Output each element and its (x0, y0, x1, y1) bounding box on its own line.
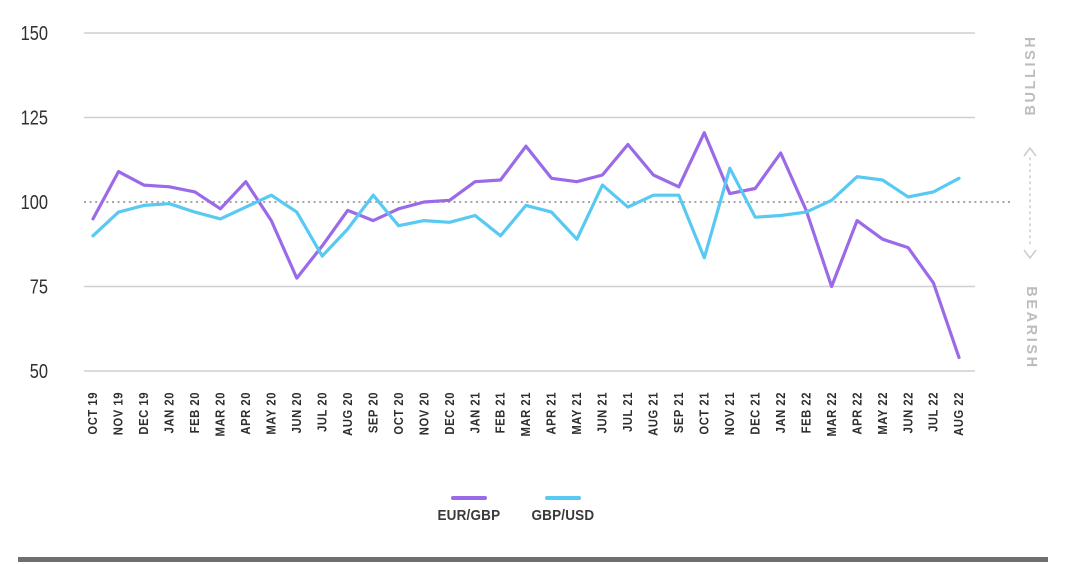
y-axis-tick-labels: 150 125 100 75 50 (21, 21, 48, 382)
x-tick-label-apr-21: APR 21 (544, 392, 559, 435)
x-tick-label-jan-20: JAN 20 (162, 392, 177, 433)
x-tick-label-jul-20: JUL 20 (315, 392, 330, 432)
x-tick-label-nov-20: NOV 20 (417, 392, 432, 435)
legend-item-gbpusd: GBP/USD (528, 496, 598, 524)
x-tick-label-oct-21: OCT 21 (697, 392, 712, 435)
x-tick-label-jun-22: JUN 22 (901, 392, 916, 433)
grid-layer (84, 32, 1010, 372)
chart-legend: EUR/GBP GBP/USD (0, 496, 1068, 524)
x-tick-label-mar-21: MAR 21 (519, 392, 534, 436)
legend-item-eurgbp: EUR/GBP (434, 496, 504, 524)
y-tick-label-125: 125 (21, 106, 48, 129)
x-tick-label-jul-22: JUL 22 (926, 392, 941, 432)
x-tick-label-aug-21: AUG 21 (646, 392, 661, 436)
bullish-label: BULLISH (1023, 34, 1039, 115)
x-tick-label-feb-21: FEB 21 (493, 392, 508, 433)
x-tick-label-oct-20: OCT 20 (391, 392, 406, 435)
x-tick-label-oct-19: OCT 19 (86, 392, 101, 435)
x-tick-label-sep-21: SEP 21 (671, 392, 686, 433)
x-tick-label-jan-22: JAN 22 (773, 392, 788, 433)
x-tick-label-nov-19: NOV 19 (111, 392, 126, 435)
x-tick-label-aug-20: AUG 20 (340, 392, 355, 436)
x-tick-label-jul-21: JUL 21 (621, 392, 636, 432)
x-tick-label-jun-21: JUN 21 (595, 392, 610, 433)
line-chart-canvas: 150 125 100 75 50 OCT 19 NOV 19 DEC 19 JAN 20 FE… (21, 21, 1039, 436)
x-tick-label-feb-20: FEB 20 (188, 392, 203, 433)
x-axis-tick-labels: OCT 19 NOV 19 DEC 19 JAN 20 FEB 20 MAR 20 APR … (86, 392, 967, 436)
x-tick-label-may-21: MAY 21 (570, 392, 585, 435)
x-tick-label-jan-21: JAN 21 (468, 392, 483, 433)
bearish-label: BEARISH (1023, 286, 1039, 369)
y-tick-label-75: 75 (30, 275, 48, 298)
y-tick-label-100: 100 (21, 190, 48, 213)
eurgbp-legend-label: EUR/GBP (437, 507, 501, 524)
x-tick-label-mar-20: MAR 20 (213, 392, 228, 436)
x-tick-label-may-22: MAY 22 (875, 392, 890, 435)
arrow-up-icon (1023, 146, 1037, 157)
series-line-gbp-usd (91, 166, 961, 260)
x-tick-label-jun-20: JUN 20 (289, 392, 304, 433)
x-tick-label-feb-22: FEB 22 (799, 392, 814, 433)
y-tick-label-150: 150 (21, 21, 48, 44)
x-tick-label-nov-21: NOV 21 (722, 392, 737, 435)
gbpusd-legend-label: GBP/USD (531, 507, 595, 524)
eurgbp-line-swatch (451, 496, 488, 500)
footer-divider-bar (18, 557, 1048, 562)
x-tick-label-dec-19: DEC 19 (137, 392, 152, 435)
series-lines-layer (91, 131, 961, 360)
x-tick-label-dec-21: DEC 21 (748, 392, 763, 435)
x-tick-label-apr-22: APR 22 (850, 392, 865, 435)
y-tick-label-50: 50 (30, 359, 48, 382)
x-tick-label-sep-20: SEP 20 (366, 392, 381, 433)
x-tick-label-aug-22: AUG 22 (952, 392, 967, 436)
x-tick-label-apr-20: APR 20 (238, 392, 253, 435)
gbpusd-line-swatch (544, 496, 581, 500)
x-tick-label-dec-20: DEC 20 (442, 392, 457, 435)
x-tick-label-may-20: MAY 20 (264, 392, 279, 435)
sentiment-scale: BULLISH BEARISH (1023, 34, 1039, 369)
arrow-down-icon (1023, 249, 1037, 260)
series-line-eur-gbp (91, 131, 961, 360)
x-tick-label-mar-22: MAR 22 (824, 392, 839, 436)
